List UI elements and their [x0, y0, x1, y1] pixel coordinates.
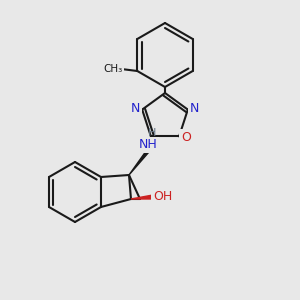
Text: NH: NH — [139, 139, 158, 152]
Text: H: H — [148, 128, 156, 138]
Text: OH: OH — [153, 190, 172, 203]
Text: N: N — [190, 102, 200, 115]
Text: N: N — [130, 102, 140, 115]
Text: O: O — [181, 131, 191, 144]
Polygon shape — [129, 141, 157, 175]
Polygon shape — [131, 195, 153, 199]
Text: CH₃: CH₃ — [104, 64, 123, 74]
